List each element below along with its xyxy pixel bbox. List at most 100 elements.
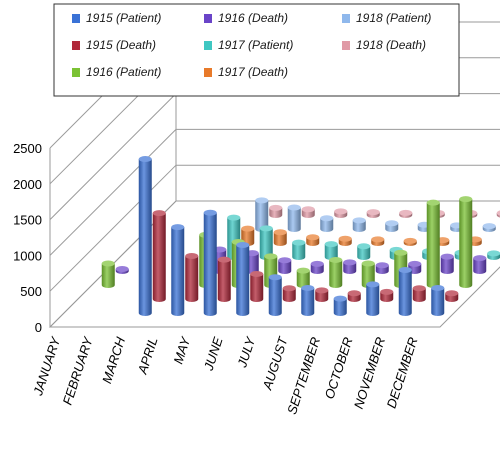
bar xyxy=(431,284,445,316)
bar-body xyxy=(440,256,454,274)
bar xyxy=(380,288,394,302)
bar-top xyxy=(496,210,500,216)
chart-legend: 1915 (Patient) 1915 (Death) 1916 (Patient)… xyxy=(53,3,460,97)
bar-top xyxy=(324,241,338,248)
bar-body xyxy=(459,199,473,288)
bar-top xyxy=(408,260,422,267)
bar-body xyxy=(278,260,292,274)
bar-top xyxy=(287,204,301,211)
bar xyxy=(236,241,250,316)
bar xyxy=(352,217,366,232)
bar-body xyxy=(320,218,334,232)
bar xyxy=(171,224,185,316)
bar xyxy=(259,225,273,260)
bar-top xyxy=(412,285,426,292)
bar-body xyxy=(255,200,269,232)
x-tick-label: DECEMBER xyxy=(384,335,421,410)
bar-top xyxy=(259,225,273,232)
x-tick-label: JUNE xyxy=(201,335,226,373)
bar-top xyxy=(473,255,487,262)
legend-label: 1918 (Death) xyxy=(356,38,426,52)
legend-label: 1915 (Patient) xyxy=(86,11,161,25)
bar xyxy=(399,209,413,219)
bar-body xyxy=(352,220,366,232)
bar-top xyxy=(171,224,185,231)
bar-top xyxy=(329,256,343,263)
bar-top xyxy=(459,196,473,203)
bar xyxy=(255,197,269,232)
bar-body xyxy=(217,259,231,302)
bar-top xyxy=(115,266,129,272)
bar xyxy=(269,204,283,219)
bar-body xyxy=(412,288,426,302)
y-tick-label: 500 xyxy=(20,284,42,299)
legend-box xyxy=(53,3,460,97)
bar xyxy=(343,259,357,274)
bar-top xyxy=(217,256,231,263)
bar-top xyxy=(278,257,292,264)
bar-top xyxy=(440,253,454,260)
bar-body xyxy=(473,258,487,274)
x-tick-label: MARCH xyxy=(99,335,128,386)
legend-swatch xyxy=(204,14,212,23)
bar xyxy=(115,266,129,274)
bar-top xyxy=(385,220,399,227)
bar xyxy=(292,239,306,260)
legend-swatch xyxy=(72,14,80,23)
bar-top xyxy=(250,270,264,277)
bar-body xyxy=(185,256,199,302)
legend-swatch xyxy=(72,68,80,77)
bar-body xyxy=(203,212,217,316)
bar-top xyxy=(269,204,283,211)
bar xyxy=(398,267,412,316)
legend-swatch xyxy=(204,41,212,50)
bar xyxy=(250,270,264,302)
bar xyxy=(268,274,282,316)
bar-top xyxy=(445,290,459,297)
bar xyxy=(334,208,348,219)
bar xyxy=(320,215,334,232)
bar xyxy=(459,196,473,288)
bar-top xyxy=(296,267,310,274)
bar-top xyxy=(306,234,320,241)
legend-swatch xyxy=(342,14,350,23)
x-tick-label: APRIL xyxy=(134,335,160,376)
y-tick-label: 1000 xyxy=(13,248,42,263)
chart-bars xyxy=(101,156,500,316)
legend-label: 1916 (Death) xyxy=(218,11,288,25)
bar xyxy=(426,199,440,288)
bar xyxy=(217,256,231,302)
bar-top xyxy=(152,210,166,217)
bar-top xyxy=(366,209,380,216)
bar-top xyxy=(301,206,315,213)
bar xyxy=(101,260,115,288)
legend-swatch xyxy=(204,68,212,77)
bar xyxy=(487,250,500,260)
bar xyxy=(366,209,380,219)
bar-top xyxy=(333,295,347,302)
bar-top xyxy=(366,281,380,288)
bar-body xyxy=(152,213,166,302)
bar-top xyxy=(394,249,408,256)
bar-top xyxy=(352,217,366,224)
bar-body xyxy=(138,159,152,316)
bar xyxy=(203,209,217,316)
bar xyxy=(329,256,343,288)
bar xyxy=(324,241,338,260)
bar-body xyxy=(431,287,445,316)
bar xyxy=(306,234,320,246)
bar-top xyxy=(310,260,324,267)
bar-body xyxy=(366,284,380,316)
bar-top xyxy=(203,209,217,216)
bar-body xyxy=(250,273,264,302)
bar xyxy=(412,285,426,302)
legend-label: 1915 (Death) xyxy=(86,38,156,52)
bar-top xyxy=(431,284,445,291)
bar-top xyxy=(320,215,334,222)
x-tick-label: NOVEMBER xyxy=(351,335,388,410)
bar-top xyxy=(301,284,315,291)
bar xyxy=(138,156,152,316)
bar xyxy=(333,295,347,316)
x-tick-label: MAY xyxy=(170,334,193,366)
